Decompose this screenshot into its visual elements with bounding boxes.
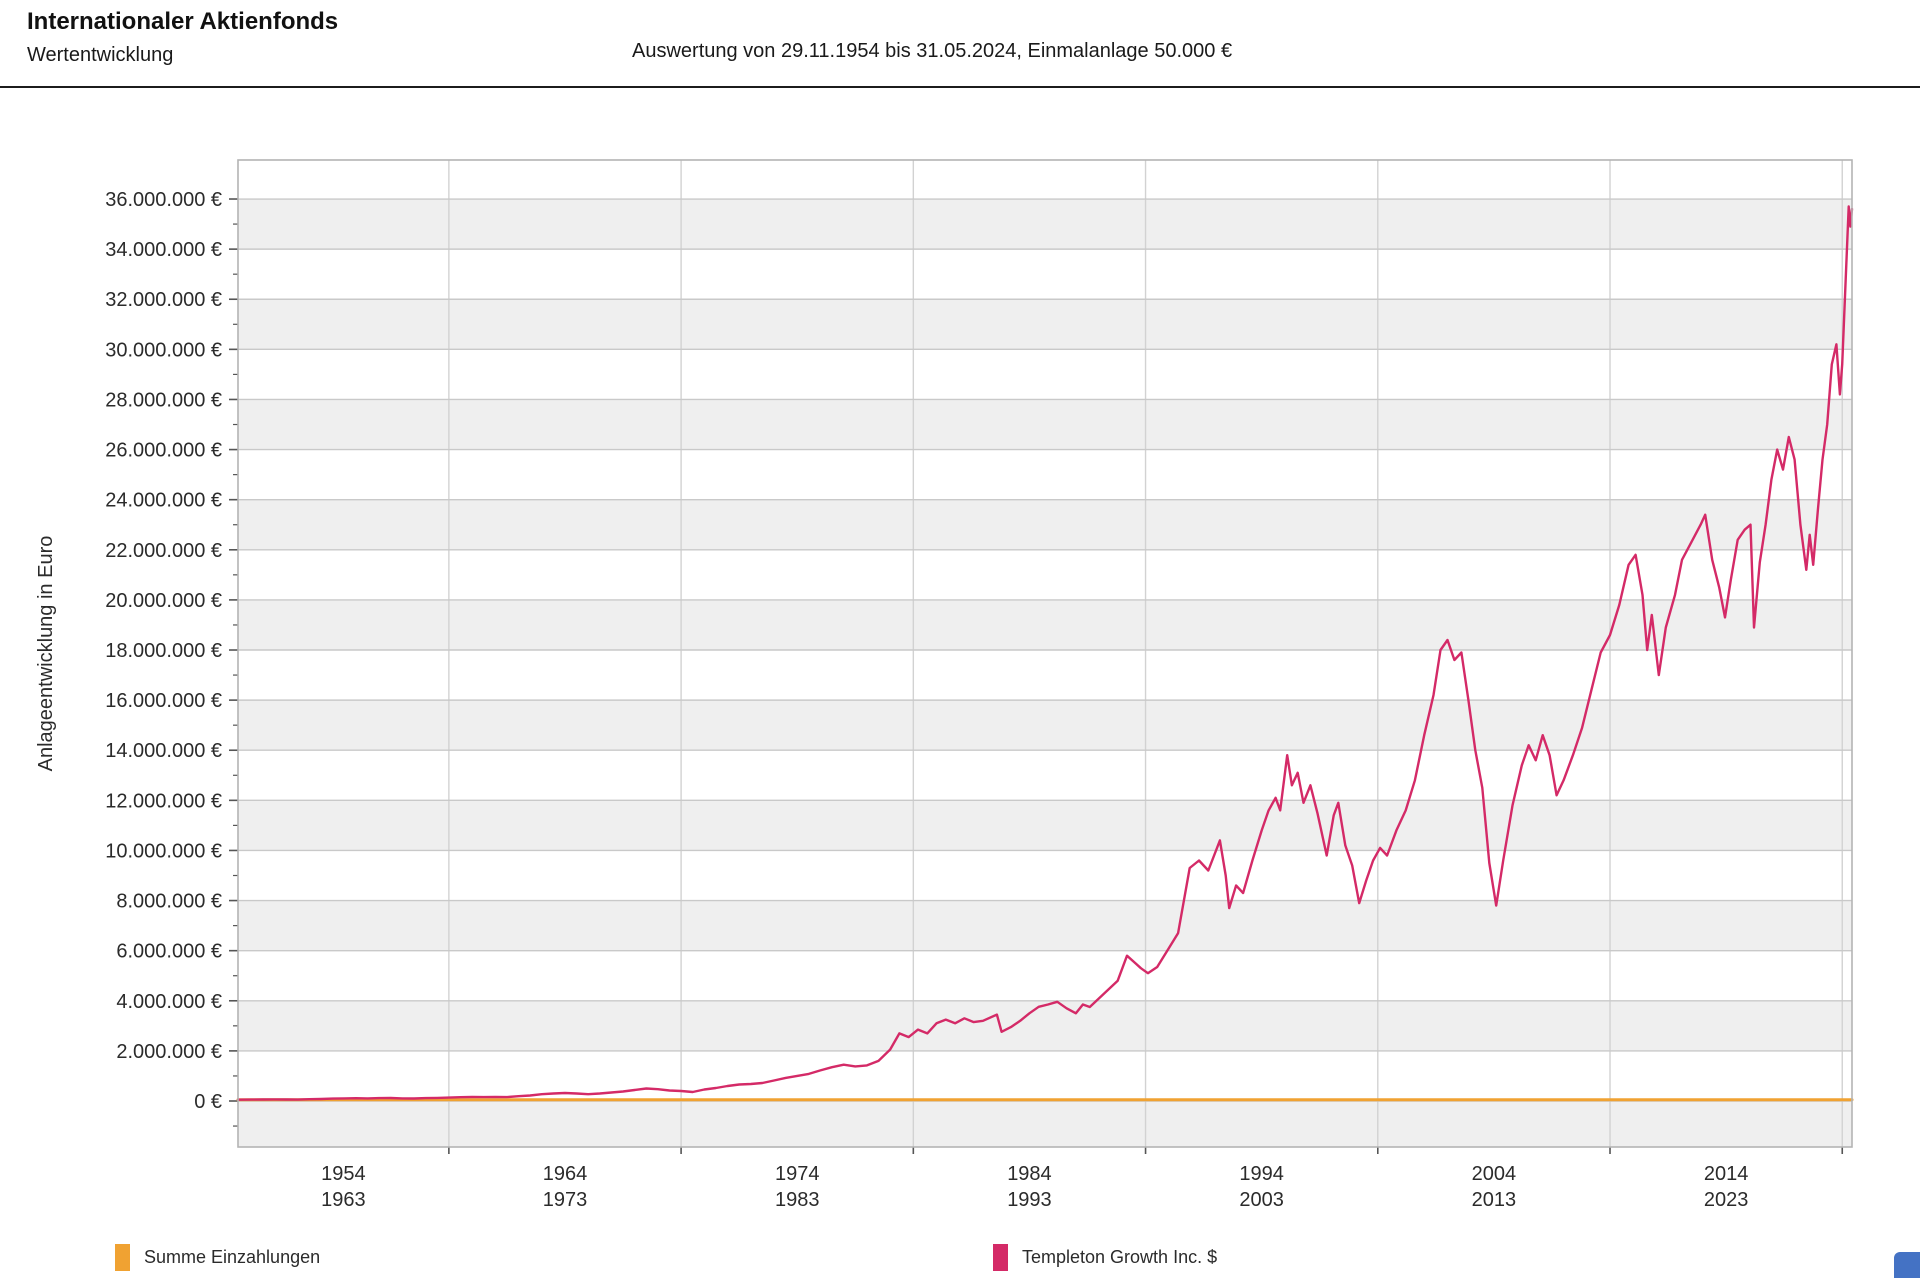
y-tick-label: 34.000.000 € <box>105 239 222 261</box>
scroll-corner-button[interactable] <box>1894 1252 1920 1278</box>
legend-label-deposits: Summe Einzahlungen <box>144 1246 321 1267</box>
y-tick-label: 4.000.000 € <box>116 991 222 1013</box>
y-tick-label: 26.000.000 € <box>105 440 222 462</box>
background-band <box>238 299 1852 350</box>
background-band <box>238 499 1852 550</box>
x-tick-label-end-year: 2003 <box>1239 1189 1284 1211</box>
x-tick-label-start-year: 2014 <box>1704 1163 1749 1185</box>
y-tick-label: 30.000.000 € <box>105 339 222 361</box>
x-tick-label-end-year: 1983 <box>775 1189 820 1211</box>
x-tick-label-end-year: 2023 <box>1704 1189 1749 1211</box>
y-tick-label: 0 € <box>194 1091 222 1113</box>
y-tick-label: 16.000.000 € <box>105 690 222 712</box>
x-tick-label-end-year: 1963 <box>321 1189 366 1211</box>
y-tick-label: 20.000.000 € <box>105 590 222 612</box>
y-tick-label: 18.000.000 € <box>105 640 222 662</box>
x-tick-label-start-year: 1954 <box>321 1163 366 1185</box>
y-tick-label: 2.000.000 € <box>116 1041 222 1063</box>
y-tick-label: 28.000.000 € <box>105 389 222 411</box>
x-tick-label-start-year: 1964 <box>543 1163 588 1185</box>
background-band <box>238 1101 1852 1147</box>
legend-item-fund: Templeton Growth Inc. $ <box>993 1243 1217 1271</box>
header-divider <box>0 86 1920 88</box>
background-band <box>238 199 1852 250</box>
fund-line-series <box>236 205 1854 1101</box>
y-tick-label: 14.000.000 € <box>105 740 222 762</box>
background-band <box>238 900 1852 951</box>
x-tick-label-start-year: 1984 <box>1007 1163 1052 1185</box>
evaluation-range-text: Auswertung von 29.11.1954 bis 31.05.2024… <box>632 40 1233 62</box>
y-tick-label: 8.000.000 € <box>116 891 222 913</box>
y-tick-label: 24.000.000 € <box>105 490 222 512</box>
x-tick-label-end-year: 1973 <box>543 1189 588 1211</box>
page-title: Internationaler Aktienfonds <box>27 8 339 35</box>
y-tick-label: 12.000.000 € <box>105 790 222 812</box>
fund-color-swatch <box>993 1243 1008 1271</box>
y-tick-label: 10.000.000 € <box>105 840 222 862</box>
deposits-color-swatch <box>115 1243 130 1271</box>
page-subtitle: Wertentwicklung <box>27 44 174 66</box>
x-tick-label-end-year: 2013 <box>1472 1189 1517 1211</box>
background-band <box>238 1000 1852 1051</box>
background-band <box>238 399 1852 450</box>
plot-border <box>237 159 1853 1148</box>
x-tick-label-end-year: 1993 <box>1007 1189 1052 1211</box>
background-band <box>238 599 1852 651</box>
legend-item-deposits: Summe Einzahlungen <box>115 1243 320 1271</box>
y-tick-label: 6.000.000 € <box>116 941 222 963</box>
y-tick-label: 22.000.000 € <box>105 540 222 562</box>
background-band <box>238 800 1852 851</box>
y-tick-label: 32.000.000 € <box>105 289 222 311</box>
y-tick-label: 36.000.000 € <box>105 189 222 211</box>
y-axis-title: Anlageentwicklung in Euro <box>35 536 57 772</box>
x-tick-label-start-year: 2004 <box>1472 1163 1517 1185</box>
legend-label-fund: Templeton Growth Inc. $ <box>1022 1246 1218 1267</box>
x-tick-label-start-year: 1974 <box>775 1163 820 1185</box>
x-tick-label-start-year: 1994 <box>1239 1163 1284 1185</box>
